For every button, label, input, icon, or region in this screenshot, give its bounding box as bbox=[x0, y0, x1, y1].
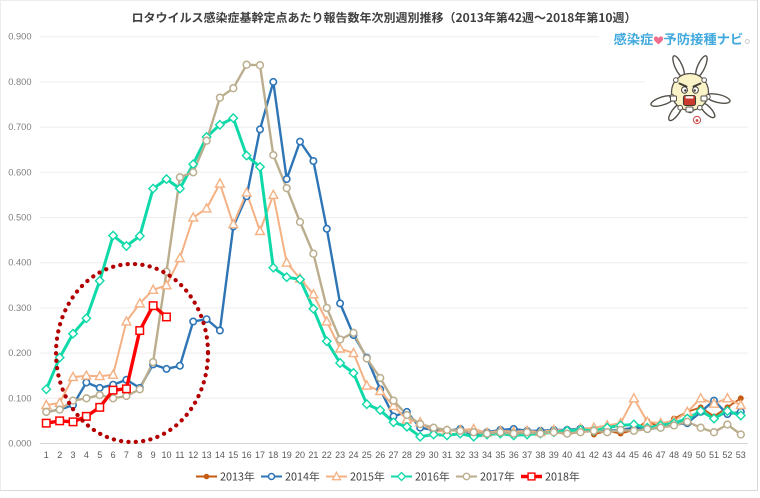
svg-text:3: 3 bbox=[70, 450, 75, 460]
svg-text:26: 26 bbox=[375, 450, 385, 460]
svg-text:18: 18 bbox=[268, 450, 278, 460]
svg-text:16: 16 bbox=[242, 450, 252, 460]
svg-text:0.300: 0.300 bbox=[8, 303, 31, 313]
svg-text:38: 38 bbox=[535, 450, 545, 460]
svg-text:11: 11 bbox=[175, 450, 184, 460]
svg-text:12: 12 bbox=[188, 450, 198, 460]
svg-text:6: 6 bbox=[111, 450, 116, 460]
svg-text:37: 37 bbox=[522, 450, 532, 460]
svg-text:34: 34 bbox=[482, 450, 492, 460]
svg-text:0.900: 0.900 bbox=[8, 32, 31, 42]
svg-text:13: 13 bbox=[202, 450, 212, 460]
svg-text:14: 14 bbox=[215, 450, 225, 460]
svg-text:2: 2 bbox=[57, 450, 62, 460]
svg-text:42: 42 bbox=[589, 450, 599, 460]
svg-text:46: 46 bbox=[642, 450, 652, 460]
svg-text:40: 40 bbox=[562, 450, 572, 460]
svg-text:19: 19 bbox=[282, 450, 292, 460]
svg-text:4: 4 bbox=[84, 450, 89, 460]
svg-text:48: 48 bbox=[669, 450, 679, 460]
svg-text:43: 43 bbox=[602, 450, 612, 460]
svg-text:53: 53 bbox=[736, 450, 746, 460]
svg-text:35: 35 bbox=[495, 450, 505, 460]
svg-text:49: 49 bbox=[682, 450, 692, 460]
svg-text:5: 5 bbox=[97, 450, 102, 460]
svg-text:0.200: 0.200 bbox=[8, 348, 31, 358]
svg-text:0.400: 0.400 bbox=[8, 258, 31, 268]
svg-text:28: 28 bbox=[402, 450, 412, 460]
svg-text:0.800: 0.800 bbox=[8, 77, 31, 87]
svg-text:15: 15 bbox=[228, 450, 238, 460]
svg-text:32: 32 bbox=[455, 450, 465, 460]
svg-text:20: 20 bbox=[295, 450, 305, 460]
svg-text:0.500: 0.500 bbox=[8, 213, 31, 223]
svg-text:0.700: 0.700 bbox=[8, 122, 31, 132]
svg-text:0.000: 0.000 bbox=[8, 439, 31, 449]
svg-text:29: 29 bbox=[415, 450, 425, 460]
svg-text:0.100: 0.100 bbox=[8, 393, 31, 403]
svg-text:10: 10 bbox=[161, 450, 171, 460]
svg-text:44: 44 bbox=[616, 450, 626, 460]
svg-text:30: 30 bbox=[429, 450, 439, 460]
svg-text:25: 25 bbox=[362, 450, 372, 460]
svg-text:33: 33 bbox=[469, 450, 479, 460]
svg-text:39: 39 bbox=[549, 450, 559, 460]
svg-text:27: 27 bbox=[388, 450, 398, 460]
svg-text:51: 51 bbox=[709, 450, 719, 460]
svg-text:8: 8 bbox=[137, 450, 142, 460]
svg-text:24: 24 bbox=[348, 450, 358, 460]
svg-text:52: 52 bbox=[722, 450, 732, 460]
svg-text:22: 22 bbox=[322, 450, 332, 460]
svg-text:41: 41 bbox=[575, 450, 585, 460]
svg-text:50: 50 bbox=[696, 450, 706, 460]
svg-text:0.600: 0.600 bbox=[8, 167, 31, 177]
svg-text:31: 31 bbox=[442, 450, 452, 460]
svg-text:23: 23 bbox=[335, 450, 345, 460]
svg-text:45: 45 bbox=[629, 450, 639, 460]
svg-text:9: 9 bbox=[151, 450, 156, 460]
svg-text:36: 36 bbox=[509, 450, 519, 460]
svg-text:21: 21 bbox=[308, 450, 318, 460]
svg-text:7: 7 bbox=[124, 450, 129, 460]
svg-text:17: 17 bbox=[255, 450, 265, 460]
svg-text:1: 1 bbox=[44, 450, 49, 460]
svg-text:47: 47 bbox=[656, 450, 666, 460]
